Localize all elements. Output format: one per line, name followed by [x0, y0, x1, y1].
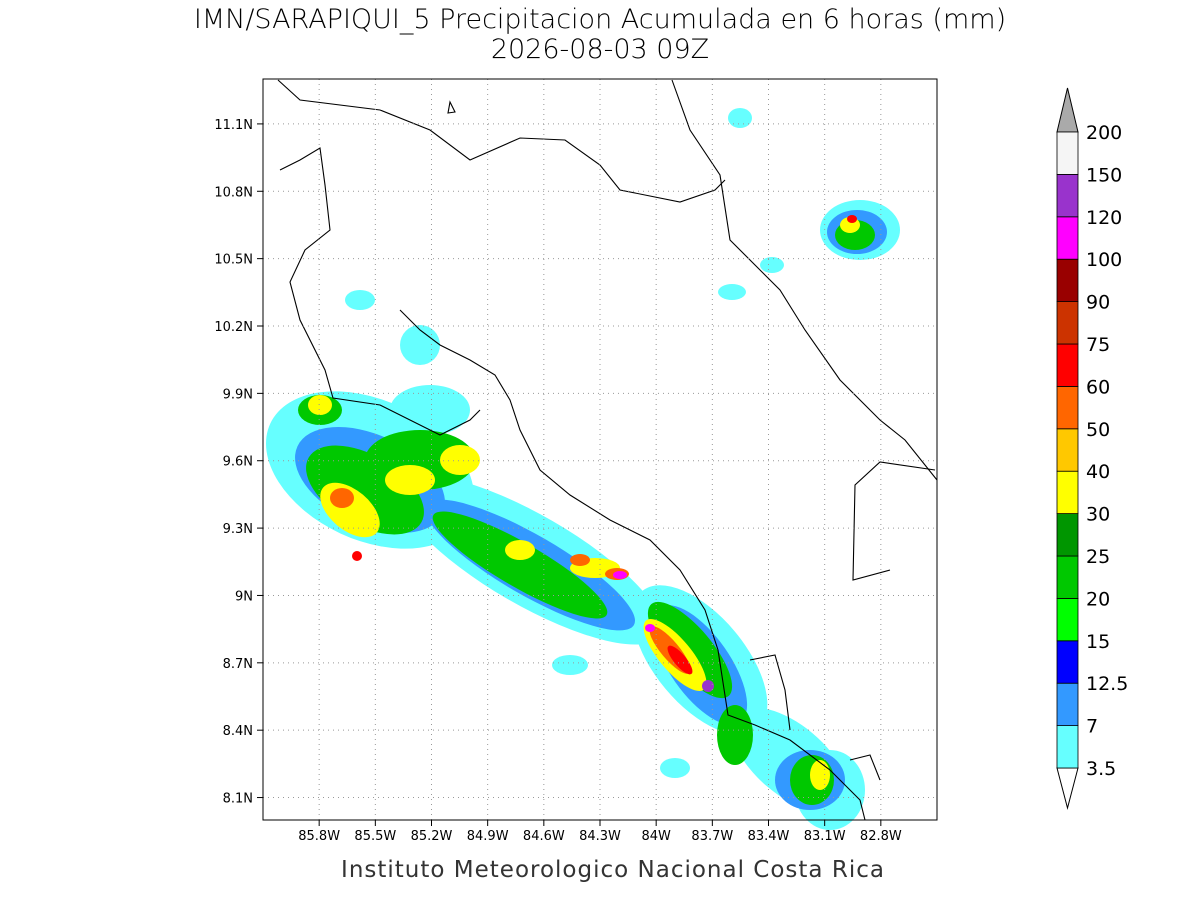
title: IMN/SARAPIQUI_5 Precipitacion Acumulada … [194, 4, 1006, 35]
x-tick-label: 85.5W [354, 829, 396, 844]
x-tick-label: 85.8W [298, 829, 340, 844]
y-tick-label: 9.9N [223, 387, 253, 402]
x-tick-label: 84.3W [579, 829, 621, 844]
colorbar-bin [1056, 385, 1079, 430]
colorbar-bin [1056, 470, 1079, 515]
colorbar-bin [1056, 258, 1079, 303]
y-tick-label: 8.7N [223, 657, 253, 672]
y-tick-label: 9N [235, 589, 253, 604]
colorbar-bin [1056, 216, 1079, 260]
colorbar-label: 7 [1086, 716, 1098, 738]
colorbar-under [1056, 767, 1079, 810]
colorbar-bin [1056, 555, 1079, 599]
y-tick-label: 10.5N [214, 253, 253, 268]
colorbar-label: 15 [1086, 631, 1110, 653]
colorbar-bin [1056, 513, 1079, 557]
x-tick-label: 85.2W [411, 829, 453, 844]
colorbar-bin [1056, 640, 1079, 684]
colorbar-label: 40 [1086, 461, 1110, 483]
grid [263, 79, 937, 820]
colorbar-label: 90 [1086, 292, 1110, 314]
y-tick-label: 11.1N [214, 118, 253, 133]
colorbar-label: 20 [1086, 588, 1110, 610]
colorbar-bin [1056, 725, 1079, 769]
colorbar-label: 60 [1086, 376, 1110, 398]
colorbar-label: 75 [1086, 334, 1110, 356]
colorbar-bin [1056, 428, 1079, 472]
colorbar-bin [1056, 131, 1079, 175]
colorbar-label: 30 [1086, 504, 1110, 526]
colorbar-label: 50 [1086, 419, 1110, 441]
colorbar-bin [1056, 682, 1079, 727]
y-tick-label: 8.1N [223, 792, 253, 807]
colorbar-label: 12.5 [1086, 673, 1128, 695]
y-tick-label: 9.3N [223, 522, 253, 537]
y-tick-label: 10.8N [214, 185, 253, 200]
colorbar-label: 25 [1086, 546, 1110, 568]
footer: Instituto Meteorologico Nacional Costa R… [341, 857, 885, 883]
colorbar-bin [1056, 598, 1079, 642]
colorbar-label: 100 [1086, 249, 1122, 271]
y-tick-label: 10.2N [214, 320, 253, 335]
subtitle: 2026-08-03 09Z [491, 34, 709, 65]
colorbar-bin [1056, 173, 1079, 218]
map-area [262, 78, 938, 830]
x-tick-label: 84.9W [467, 829, 509, 844]
colorbar: 3.5 7 12.5 15 20 25 30 40 50 60 75 90 100 120 150 200 [1056, 87, 1128, 810]
colorbar-bin [1056, 343, 1079, 387]
x-tick-label: 84W [641, 829, 671, 844]
colorbar-label: 120 [1086, 207, 1122, 229]
x-tick-label: 83.4W [748, 829, 790, 844]
precip-field [266, 108, 900, 830]
x-tick-label: 82.8W [860, 829, 902, 844]
x-tick-label: 84.6W [523, 829, 565, 844]
x-tick-label: 83.1W [804, 829, 846, 844]
colorbar-over [1056, 87, 1079, 133]
colorbar-label: 3.5 [1086, 758, 1116, 780]
y-tick-label: 9.6N [223, 455, 253, 470]
colorbar-label: 150 [1086, 164, 1122, 186]
colorbar-bin [1056, 301, 1079, 345]
y-tick-label: 8.4N [223, 724, 253, 739]
x-tick-label: 83.7W [691, 829, 733, 844]
colorbar-label: 200 [1086, 122, 1122, 144]
coastline [277, 79, 938, 821]
